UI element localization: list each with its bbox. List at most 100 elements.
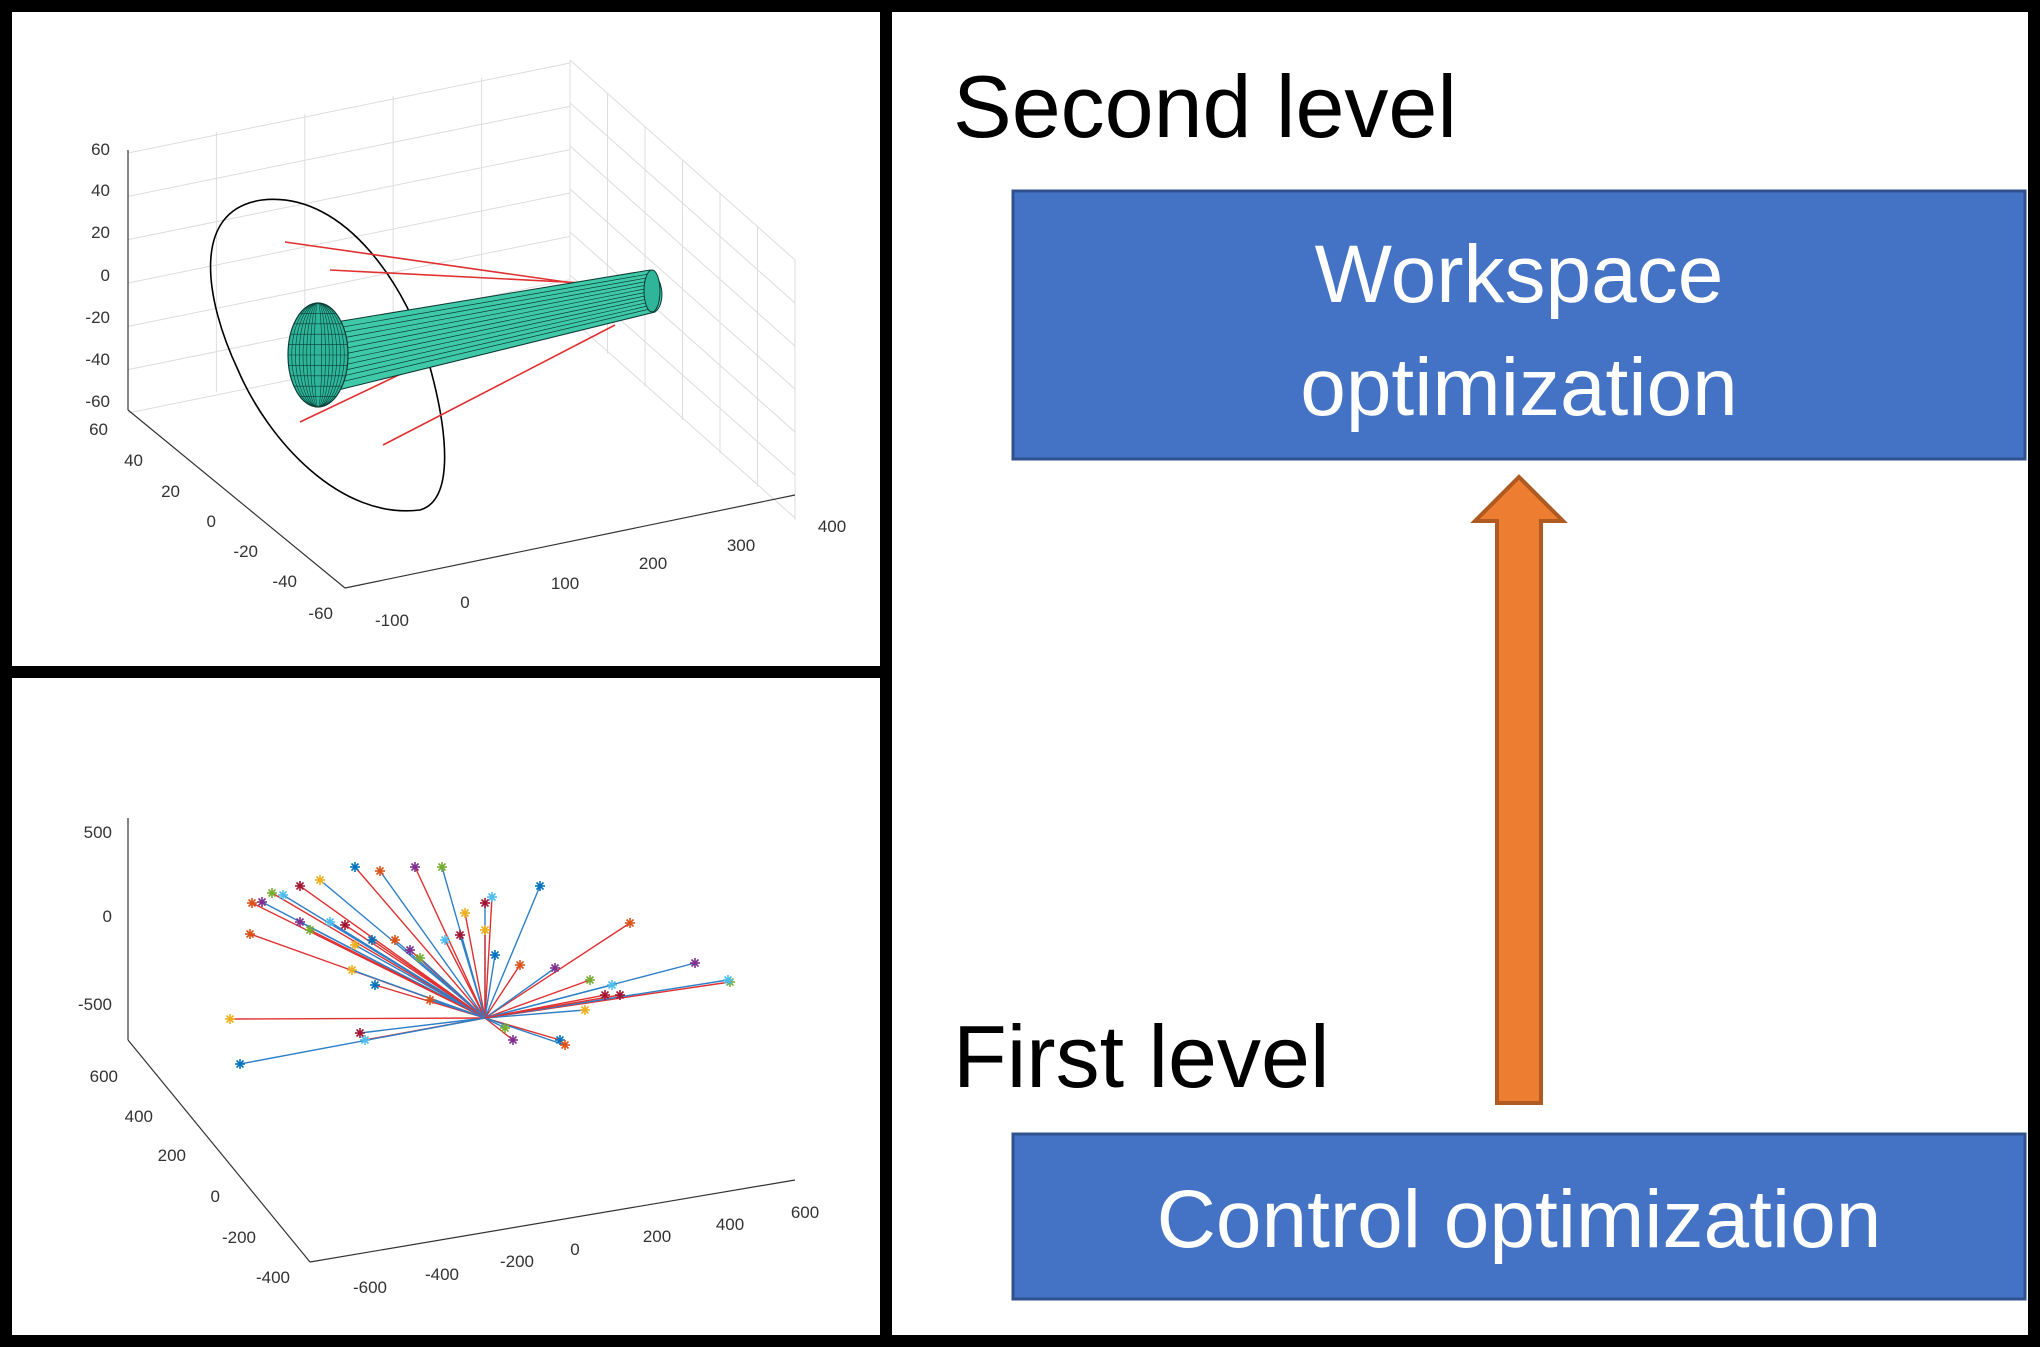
cable-line	[484, 896, 493, 1019]
anchor-marker-stroke	[723, 975, 733, 985]
cylinder-mesh-line	[321, 304, 653, 382]
cylinder-mesh-line	[321, 283, 653, 348]
upward-arrow	[1470, 474, 1568, 1105]
anchor-marker-stroke	[245, 929, 255, 939]
bottom-x-tick: -600	[353, 1278, 387, 1297]
anchor-marker	[367, 935, 377, 945]
bottom-z-tick: 0	[103, 907, 112, 926]
cable-line	[484, 1017, 514, 1041]
cylinder-mesh-line	[321, 301, 653, 376]
anchor-marker-stroke	[347, 965, 357, 975]
bottom-x-axis	[309, 1179, 796, 1263]
anchor-marker-stroke	[550, 963, 560, 973]
anchor-marker	[600, 990, 610, 1000]
anchor-marker-stroke	[585, 975, 595, 985]
cable-line	[459, 934, 486, 1019]
top-x-tick-labels: -100 0 100 200 300 400	[375, 517, 846, 630]
cable-line	[359, 1017, 486, 1034]
cable-line	[351, 969, 486, 1019]
anchor-marker-stroke	[315, 875, 325, 885]
anchor-marker	[555, 1035, 565, 1045]
anchor-marker-stroke	[615, 990, 625, 1000]
anchor-marker	[560, 1040, 570, 1050]
anchor-marker	[460, 908, 470, 918]
anchor-marker-stroke	[257, 897, 267, 907]
anchor-marker-stroke	[367, 935, 377, 945]
top-y-axis	[127, 409, 346, 589]
cable-line	[484, 979, 591, 1019]
top-x-tick: 400	[818, 517, 846, 536]
anchor-point-markers	[225, 862, 735, 1069]
anchor-marker-stroke	[460, 908, 470, 918]
anchor-marker-stroke	[490, 950, 500, 960]
anchor-marker-stroke	[355, 1028, 365, 1038]
anchor-marker	[295, 917, 305, 927]
anchor-marker-stroke	[455, 930, 465, 940]
anchor-marker	[325, 917, 335, 927]
control-optimization-box	[1011, 1132, 2027, 1301]
anchor-marker-stroke	[340, 920, 350, 930]
cable-line	[284, 241, 581, 285]
anchor-marker-stroke	[560, 1040, 570, 1050]
anchor-marker	[550, 963, 560, 973]
cable-line	[484, 964, 521, 1019]
cylinder-mesh-line	[321, 276, 653, 337]
anchor-marker-stroke	[295, 917, 305, 927]
anchor-marker	[585, 975, 595, 985]
bottom-y-tick: -400	[256, 1268, 290, 1287]
top-y-tick: 40	[124, 451, 143, 470]
anchor-marker-stroke	[500, 1023, 510, 1033]
top-x-axis	[344, 494, 796, 589]
anchor-marker-stroke	[278, 890, 288, 900]
top-z-tick: 60	[91, 140, 110, 159]
top-z-tick: -40	[85, 350, 110, 369]
ellipsoid-mesh	[288, 302, 348, 408]
anchor-marker	[480, 898, 490, 908]
cable-line	[484, 994, 621, 1019]
cable-line	[484, 984, 613, 1019]
anchor-marker-stroke	[360, 1035, 370, 1045]
bottom-z-tick-labels: 500 0 -500	[78, 823, 112, 1014]
anchor-marker	[480, 925, 490, 935]
top-x-tick: 0	[460, 593, 469, 612]
top-x-tick: 100	[551, 574, 579, 593]
anchor-marker	[515, 960, 525, 970]
second-level-label: Second level	[953, 57, 1457, 156]
cable-line	[329, 269, 586, 284]
top-x-tick: 300	[727, 536, 755, 555]
anchor-marker	[295, 881, 305, 891]
top-z-tick: 40	[91, 181, 110, 200]
anchor-marker	[360, 1035, 370, 1045]
top-z-tick: 0	[101, 266, 110, 285]
anchor-marker-stroke	[600, 990, 610, 1000]
anchor-marker-stroke	[410, 862, 420, 872]
grid-line	[127, 149, 571, 241]
anchor-marker-stroke	[425, 995, 435, 1005]
cable-line	[484, 1009, 586, 1019]
anchor-marker	[257, 897, 267, 907]
cable-line	[299, 371, 406, 423]
anchor-marker-stroke	[390, 935, 400, 945]
top-x-tick: 200	[639, 554, 667, 573]
workspace-ring	[209, 198, 446, 512]
anchor-marker	[375, 866, 385, 876]
cable-line	[484, 967, 556, 1019]
anchor-marker	[580, 1005, 590, 1015]
anchor-marker	[410, 862, 420, 872]
anchor-marker-stroke	[370, 980, 380, 990]
anchor-marker	[625, 918, 635, 928]
cable-line	[464, 912, 486, 1019]
grid-line	[127, 62, 571, 154]
bottom-x-tick: -200	[500, 1252, 534, 1271]
anchor-marker-stroke	[305, 925, 315, 935]
cylinder-mesh-line	[321, 308, 653, 387]
end-effector-ellipsoid	[287, 302, 349, 408]
anchor-marker-stroke	[350, 940, 360, 950]
cable-cylinder	[317, 269, 663, 393]
anchor-marker	[247, 898, 257, 908]
control-box-label: Control optimization	[1157, 1174, 1882, 1265]
cylinder-mesh-line	[321, 297, 653, 371]
bottom-y-tick: 400	[125, 1107, 153, 1126]
top-z-tick-labels: 60 40 20 0 -20 -40 -60	[85, 140, 110, 411]
